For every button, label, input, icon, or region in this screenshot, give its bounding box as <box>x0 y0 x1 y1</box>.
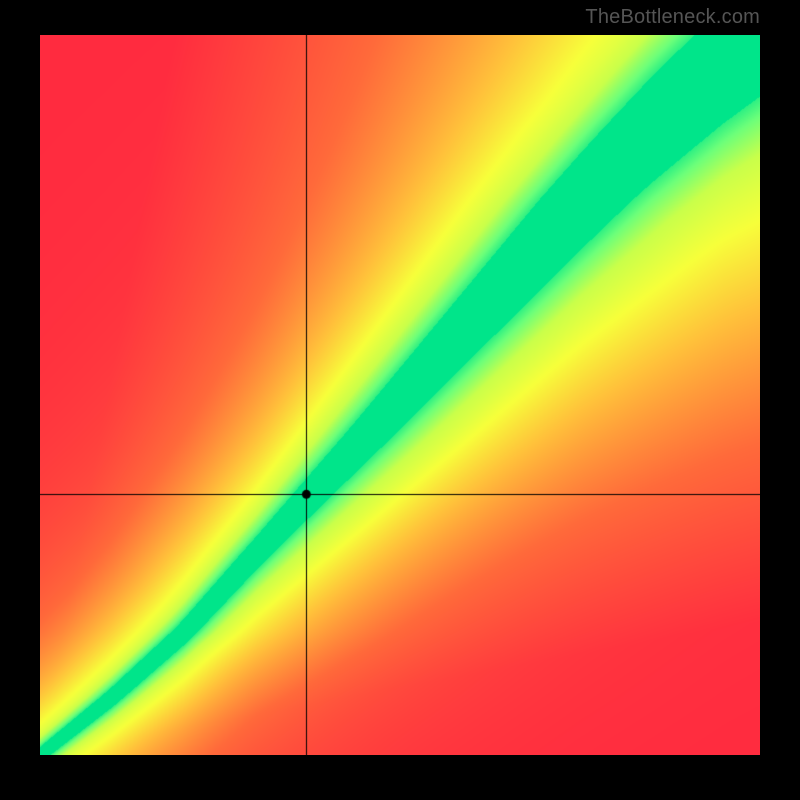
plot-area <box>40 35 760 755</box>
watermark-text: TheBottleneck.com <box>585 6 760 29</box>
crosshair-overlay <box>40 35 760 755</box>
chart-container: TheBottleneck.com <box>0 0 800 800</box>
